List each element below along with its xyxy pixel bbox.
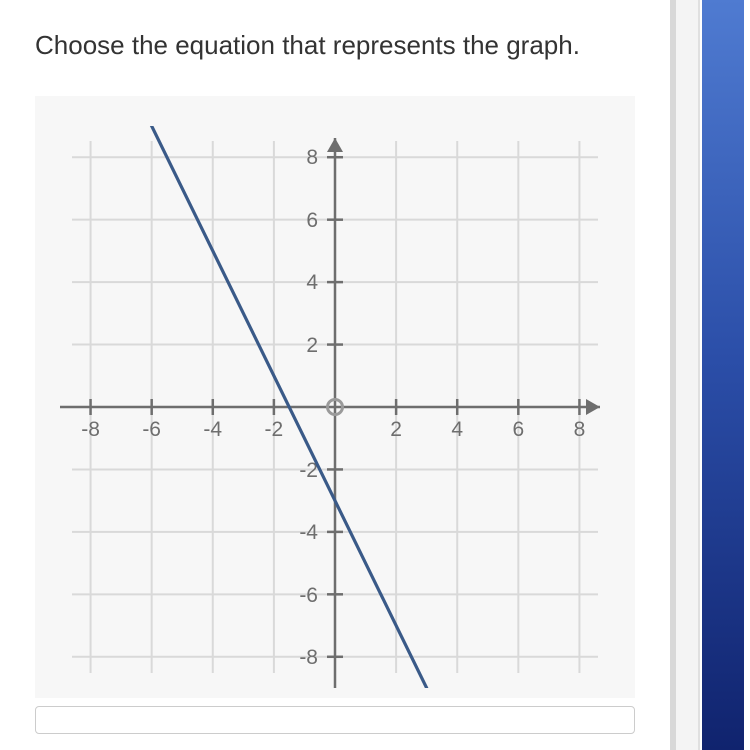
x-label-pos4: 4	[451, 418, 463, 441]
scroll-gutter	[676, 0, 700, 750]
y-label-pos4: 4	[306, 271, 318, 294]
x-label-neg4: -4	[203, 418, 222, 441]
y-label-neg6: -6	[299, 584, 318, 607]
x-label-neg2: -2	[265, 418, 284, 441]
question-text: Choose the equation that represents the …	[35, 30, 635, 61]
x-axis-labels: -8 -6 -4 -2 2 4 6 8	[81, 418, 585, 441]
y-label-pos6: 6	[306, 209, 318, 232]
y-axis-arrow-icon	[327, 138, 343, 152]
coordinate-graph: -8 -6 -4 -2 2 4 6 8 8 6 4 2 -2 -4 -6 -8	[60, 126, 610, 688]
x-label-pos8: 8	[574, 418, 586, 441]
y-label-neg8: -8	[299, 646, 318, 669]
x-label-neg6: -6	[142, 418, 161, 441]
x-label-pos6: 6	[512, 418, 524, 441]
x-label-pos2: 2	[390, 418, 402, 441]
blue-panel	[702, 0, 744, 750]
y-label-pos2: 2	[306, 334, 318, 357]
question-panel: Choose the equation that represents the …	[0, 0, 676, 750]
answer-select[interactable]	[35, 706, 635, 734]
y-label-neg4: -4	[299, 521, 318, 544]
x-label-neg8: -8	[81, 418, 100, 441]
right-sidebar	[676, 0, 744, 750]
chart-container: -8 -6 -4 -2 2 4 6 8 8 6 4 2 -2 -4 -6 -8	[35, 96, 635, 698]
y-label-pos8: 8	[306, 146, 318, 169]
x-axis-arrow-icon	[586, 399, 600, 415]
